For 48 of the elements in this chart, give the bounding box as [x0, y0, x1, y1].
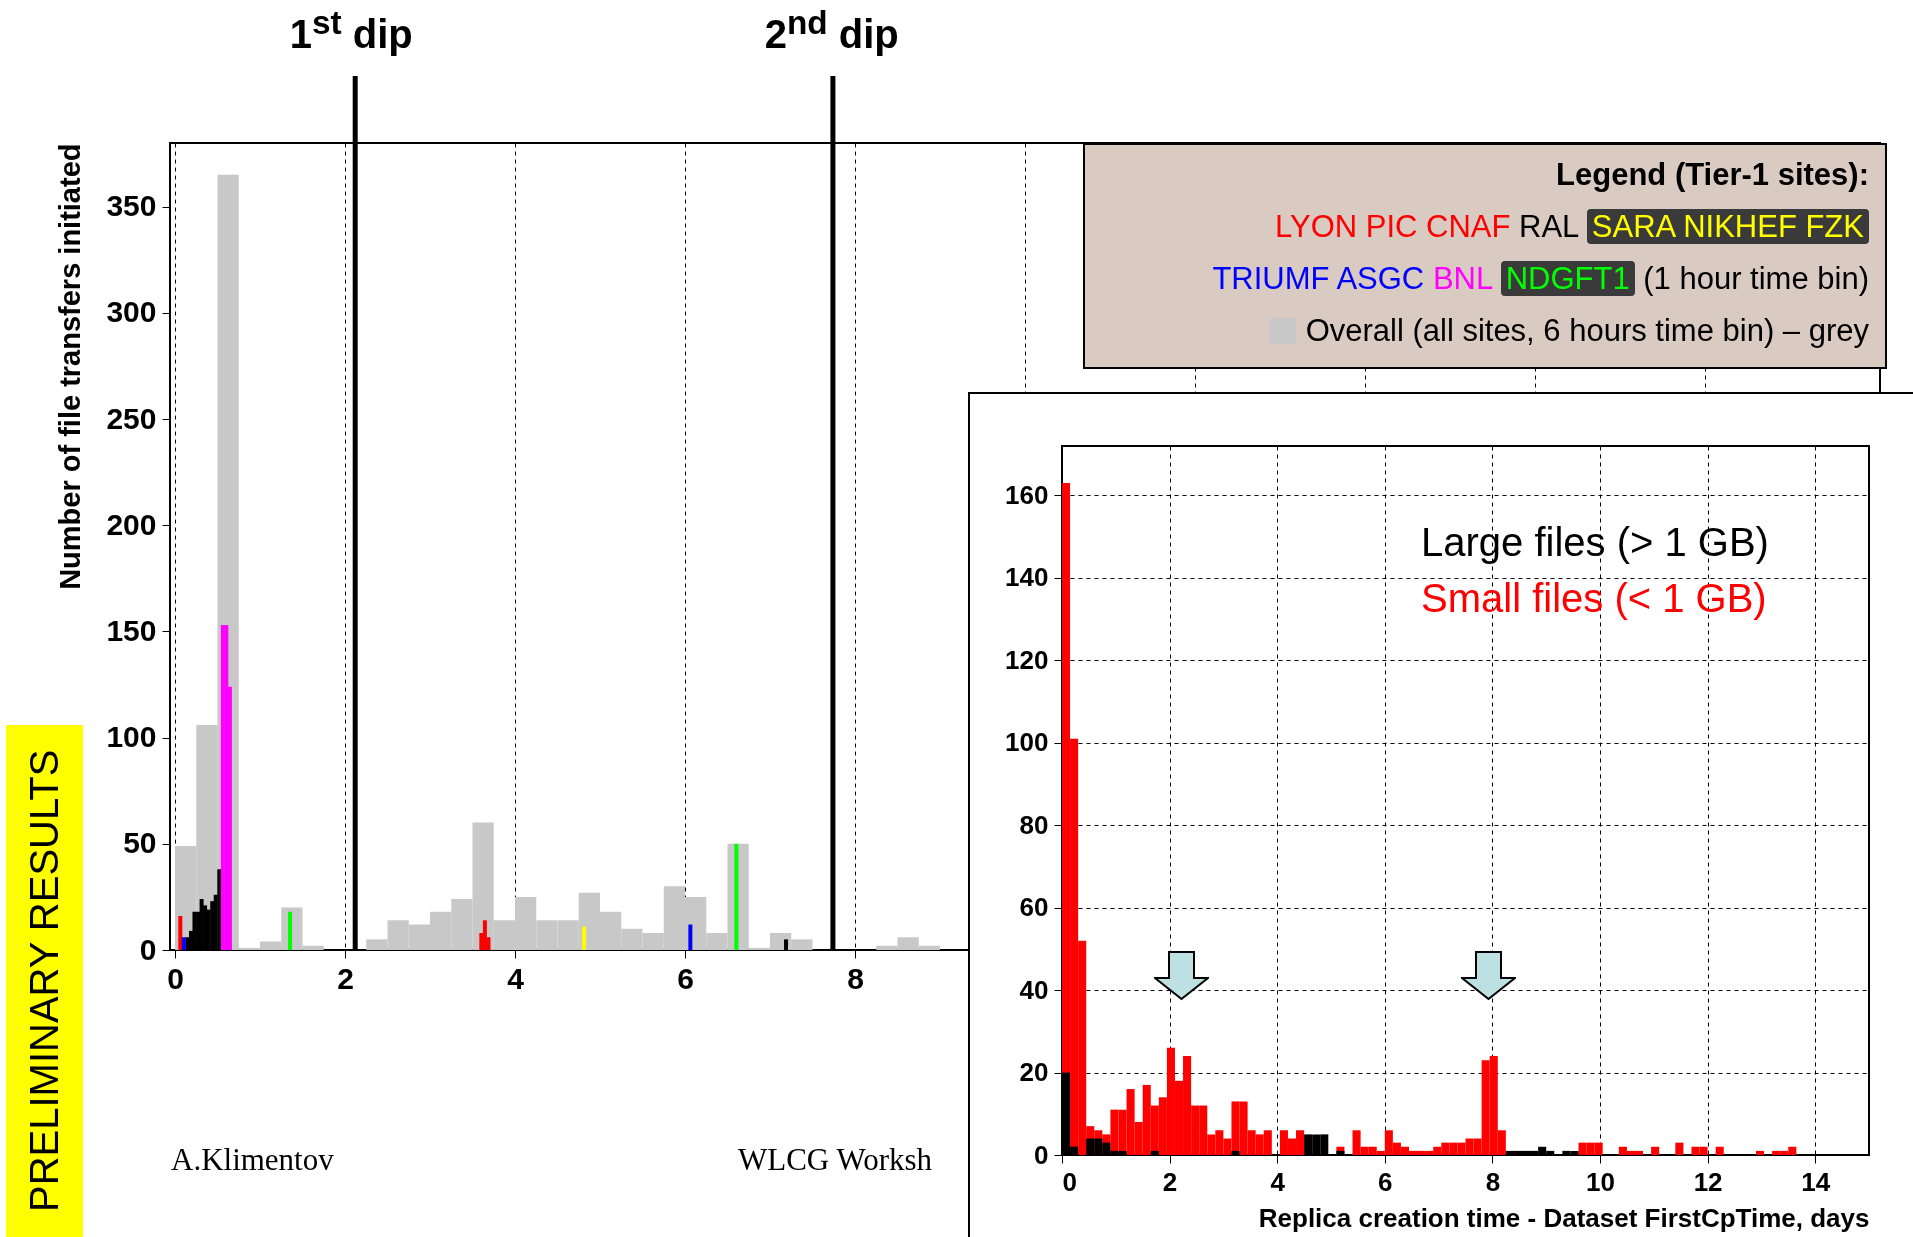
legend-title: Legend (Tier-1 sites): [1555, 156, 1869, 194]
ref-line-label: 1$^{st}$ dip [288, 4, 414, 58]
text: A.Klimentov [171, 1142, 334, 1178]
y-tick-label: 350 [106, 189, 157, 223]
text: Small files (< 1 GB) [1421, 575, 1768, 622]
y-tick-label: 140 [1005, 562, 1049, 593]
x-tick-label: 0 [167, 961, 184, 995]
x-axis-title: Replica creation time - Dataset FirstCpTime, days [1258, 1202, 1870, 1233]
y-tick-label: 250 [106, 401, 157, 435]
y-tick-label: 300 [106, 295, 157, 329]
text: SARA NIKHEF FZK [1591, 209, 1864, 244]
annotation: (1 hour time bin) [1643, 261, 1869, 296]
text: BNL [1432, 261, 1493, 296]
text: WLCG Worksh [738, 1142, 933, 1178]
x-tick-label: 2 [1162, 1166, 1178, 1197]
y-tick-label: 60 [1019, 892, 1049, 923]
text: TRIUMF ASGC [1212, 261, 1425, 296]
x-tick-label: 6 [677, 961, 694, 995]
y-tick-label: 160 [1005, 479, 1049, 510]
y-tick-label: 100 [106, 720, 157, 754]
x-tick-label: 8 [1485, 1166, 1501, 1197]
x-tick-label: 6 [1378, 1166, 1393, 1197]
text: NDGFT1 [1505, 261, 1630, 296]
y-tick-label: 40 [1019, 974, 1049, 1005]
y-tick-label: 0 [1034, 1139, 1049, 1170]
text: PRELIMINARY RESULTS [6, 725, 83, 1237]
y-tick-label: 120 [1005, 644, 1049, 675]
x-tick-label: 8 [847, 961, 864, 995]
legend-label: Overall (all sites, 6 hours time bin) – grey [1304, 312, 1869, 350]
text: Large files (> 1 GB) [1421, 519, 1769, 566]
ref-line-label: 2$^{nd}$ dip [763, 4, 900, 58]
y-tick-label: 150 [106, 613, 157, 647]
x-tick-label: 4 [507, 961, 525, 995]
x-tick-label: 2 [337, 961, 354, 995]
y-tick-label: 50 [123, 826, 157, 860]
y-tick-label: 200 [106, 507, 157, 541]
y-axis-title: Number of file transfers initiated [54, 143, 87, 590]
x-tick-label: 12 [1693, 1166, 1723, 1197]
y-tick-label: 80 [1019, 809, 1049, 840]
x-tick-label: 14 [1801, 1166, 1831, 1197]
y-tick-label: 0 [139, 932, 157, 966]
y-tick-label: 20 [1019, 1057, 1049, 1088]
text: RAL [1519, 209, 1579, 244]
y-tick-label: 100 [1005, 727, 1049, 758]
x-tick-label: 0 [1062, 1166, 1077, 1197]
text: LYON PIC CNAF [1275, 209, 1511, 244]
x-tick-label: 10 [1586, 1166, 1615, 1197]
x-tick-label: 4 [1270, 1166, 1286, 1197]
